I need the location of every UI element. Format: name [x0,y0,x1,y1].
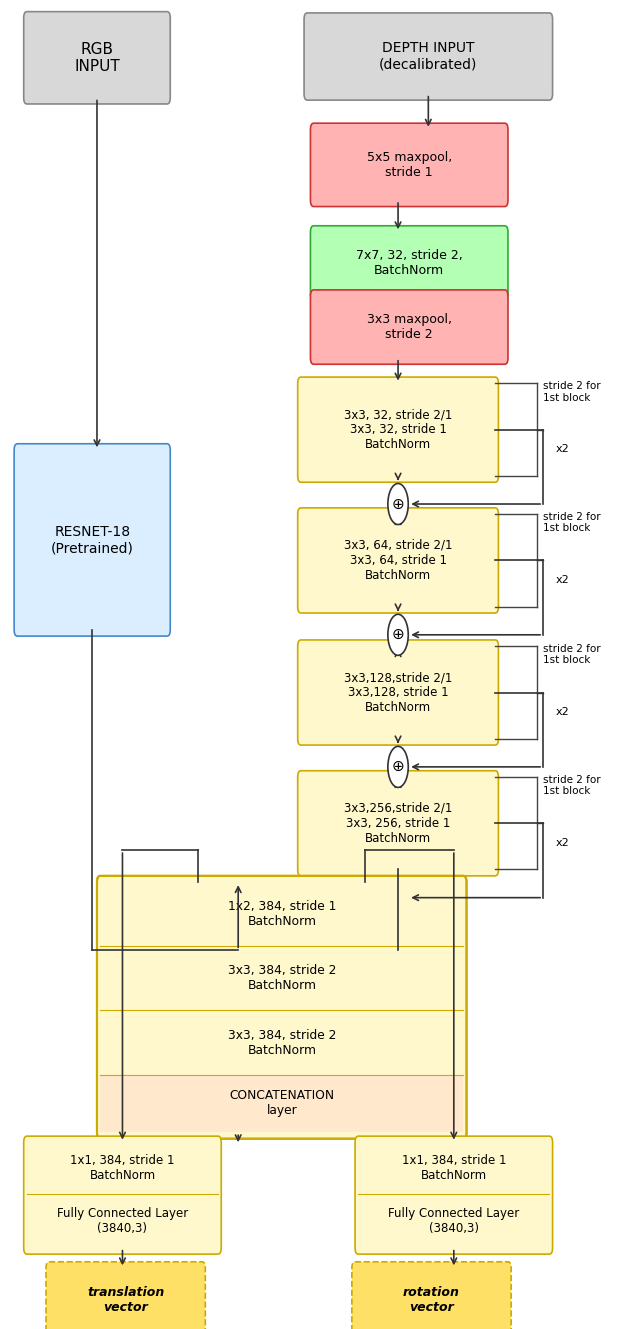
Circle shape [388,484,408,525]
FancyBboxPatch shape [100,1075,463,1132]
Text: 1x1, 384, stride 1
BatchNorm: 1x1, 384, stride 1 BatchNorm [70,1154,175,1183]
Text: x2: x2 [556,837,570,848]
FancyBboxPatch shape [100,882,463,946]
Text: x2: x2 [556,707,570,716]
Text: 3x3, 64, stride 2/1
3x3, 64, stride 1
BatchNorm: 3x3, 64, stride 2/1 3x3, 64, stride 1 Ba… [344,540,452,582]
FancyBboxPatch shape [14,444,170,637]
Text: 7x7, 32, stride 2,
BatchNorm: 7x7, 32, stride 2, BatchNorm [356,249,463,276]
Text: 3x3, 32, stride 2/1
3x3, 32, stride 1
BatchNorm: 3x3, 32, stride 2/1 3x3, 32, stride 1 Ba… [344,408,452,451]
Text: 3x3, 384, stride 2
BatchNorm: 3x3, 384, stride 2 BatchNorm [228,965,336,993]
FancyBboxPatch shape [298,377,499,482]
Text: translation
vector: translation vector [87,1286,164,1314]
Text: 3x3, 384, stride 2
BatchNorm: 3x3, 384, stride 2 BatchNorm [228,1029,336,1057]
FancyBboxPatch shape [100,1010,463,1075]
FancyBboxPatch shape [100,946,463,1010]
Text: 5x5 maxpool,
stride 1: 5x5 maxpool, stride 1 [367,152,452,179]
Text: stride 2 for
1st block: stride 2 for 1st block [543,512,601,533]
FancyBboxPatch shape [310,290,508,364]
Text: CONCATENATION
layer: CONCATENATION layer [229,1090,334,1118]
FancyBboxPatch shape [298,508,499,613]
FancyBboxPatch shape [24,1136,221,1255]
FancyBboxPatch shape [97,876,467,1139]
FancyBboxPatch shape [24,12,170,104]
Text: Fully Connected Layer
(3840,3): Fully Connected Layer (3840,3) [388,1207,520,1235]
Text: DEPTH INPUT
(decalibrated): DEPTH INPUT (decalibrated) [379,41,477,72]
Text: RESNET-18
(Pretrained): RESNET-18 (Pretrained) [51,525,134,556]
Text: rotation
vector: rotation vector [403,1286,460,1314]
FancyBboxPatch shape [352,1261,511,1329]
Text: $\oplus$: $\oplus$ [392,497,404,512]
FancyBboxPatch shape [304,13,552,100]
Text: stride 2 for
1st block: stride 2 for 1st block [543,775,601,796]
Text: 3x3,256,stride 2/1
3x3, 256, stride 1
BatchNorm: 3x3,256,stride 2/1 3x3, 256, stride 1 Ba… [344,801,452,845]
Text: 3x3,128,stride 2/1
3x3,128, stride 1
BatchNorm: 3x3,128,stride 2/1 3x3,128, stride 1 Bat… [344,671,452,714]
Circle shape [388,614,408,655]
Text: RGB
INPUT: RGB INPUT [74,41,120,74]
FancyBboxPatch shape [355,1136,552,1255]
Text: $\oplus$: $\oplus$ [392,759,404,775]
Text: $\oplus$: $\oplus$ [392,627,404,642]
Text: x2: x2 [556,444,570,455]
FancyBboxPatch shape [310,226,508,300]
FancyBboxPatch shape [298,771,499,876]
Text: stride 2 for
1st block: stride 2 for 1st block [543,381,601,403]
Text: stride 2 for
1st block: stride 2 for 1st block [543,643,601,666]
Text: 3x3 maxpool,
stride 2: 3x3 maxpool, stride 2 [367,314,452,342]
FancyBboxPatch shape [46,1261,205,1329]
Text: x2: x2 [556,574,570,585]
Text: 1x1, 384, stride 1
BatchNorm: 1x1, 384, stride 1 BatchNorm [401,1154,506,1183]
FancyBboxPatch shape [310,124,508,206]
Text: 1x2, 384, stride 1
BatchNorm: 1x2, 384, stride 1 BatchNorm [228,900,336,929]
FancyBboxPatch shape [298,641,499,746]
Circle shape [388,747,408,787]
Text: Fully Connected Layer
(3840,3): Fully Connected Layer (3840,3) [57,1207,188,1235]
